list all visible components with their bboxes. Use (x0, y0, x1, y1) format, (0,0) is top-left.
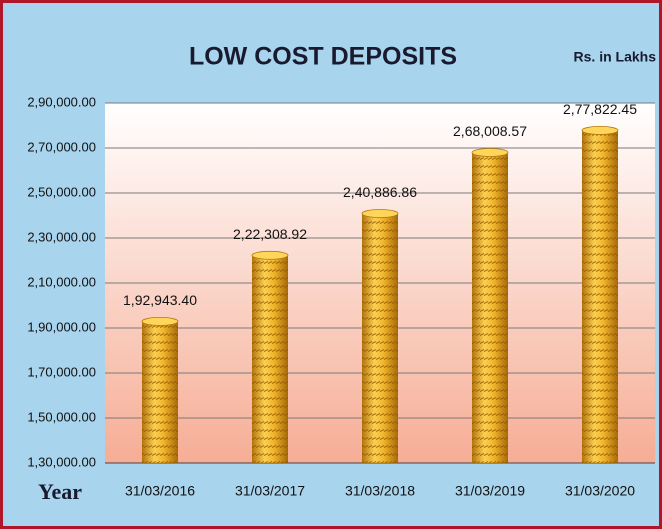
bar-texture (142, 321, 178, 463)
x-tick-label: 31/03/2017 (235, 483, 305, 499)
unit-note: Rs. in Lakhs (574, 49, 657, 65)
x-tick-label: 31/03/2020 (565, 483, 635, 499)
y-tick-label: 2,90,000.00 (27, 94, 96, 109)
bar-texture (252, 255, 288, 463)
x-axis-label: Year (38, 479, 82, 504)
bar-cap (141, 316, 179, 326)
x-tick-label: 31/03/2016 (125, 483, 195, 499)
value-label: 1,92,943.40 (123, 292, 197, 308)
bar-cap (471, 148, 509, 157)
y-tick-label: 1,50,000.00 (27, 409, 96, 424)
y-tick-label: 2,10,000.00 (27, 274, 96, 289)
value-label: 2,68,008.57 (453, 123, 527, 139)
bar-cap (251, 250, 289, 260)
y-tick-label: 1,70,000.00 (27, 364, 96, 379)
y-tick-label: 2,70,000.00 (27, 139, 96, 154)
y-tick-label: 1,90,000.00 (27, 319, 96, 334)
bar-texture (472, 152, 508, 463)
value-label: 2,22,308.92 (233, 226, 307, 242)
y-tick-label: 1,30,000.00 (27, 454, 96, 469)
bar-cap (361, 209, 399, 218)
value-label: 2,77,822.45 (563, 101, 637, 117)
bar-texture (362, 213, 398, 463)
bar-cap (581, 125, 619, 135)
chart-title: LOW COST DEPOSITS (189, 43, 457, 71)
value-label: 2,40,886.86 (343, 184, 417, 200)
bar-texture (582, 130, 618, 464)
y-tick-label: 2,50,000.00 (27, 184, 96, 199)
x-tick-label: 31/03/2019 (455, 483, 525, 499)
x-tick-label: 31/03/2018 (345, 483, 415, 499)
y-tick-label: 2,30,000.00 (27, 229, 96, 244)
